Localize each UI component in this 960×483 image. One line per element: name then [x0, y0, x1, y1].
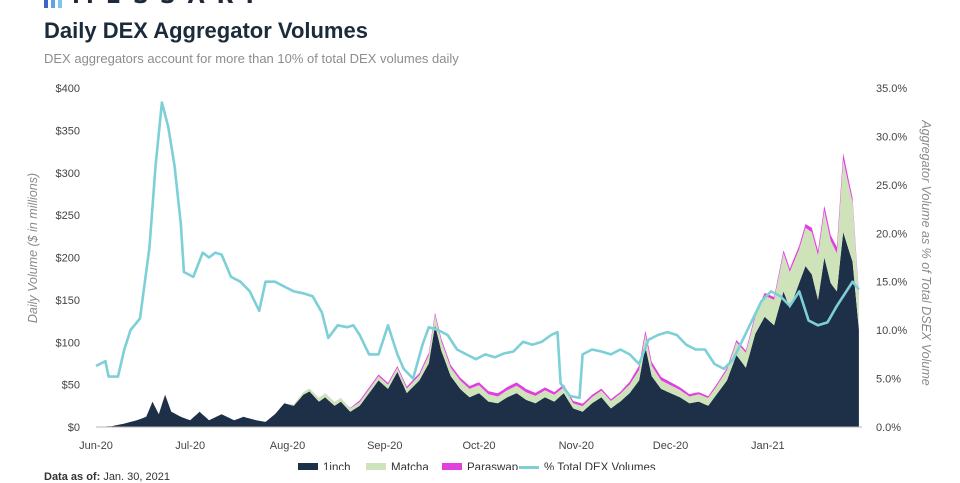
- legend-label: 1inch: [323, 462, 351, 470]
- line-pct-total-dex: [95, 101, 860, 400]
- y-tick-label: $100: [56, 337, 80, 349]
- y-tick-label: $200: [56, 253, 80, 265]
- x-tick-label: Jan-21: [751, 440, 785, 452]
- chart: Jun-20 Jul-20 Aug-20 Sep-20 Oct-20 Nov-20 Dec-…: [26, 83, 933, 470]
- y-tick-label: $150: [56, 295, 80, 307]
- legend: 1inch Matcha Paraswap % Total DEX Volumes: [298, 462, 656, 470]
- legend-swatch: [442, 463, 462, 470]
- y-tick-label: $0: [68, 422, 80, 434]
- legend-item-1: 1inch: [298, 462, 351, 470]
- y2-tick-label: 10.0%: [876, 325, 907, 337]
- x-tick-label: Jul-20: [175, 440, 205, 452]
- legend-swatch: [298, 463, 318, 470]
- messari-wordmark: MESSARI: [72, 0, 266, 9]
- y2-tick-label: 20.0%: [876, 228, 907, 240]
- legend-label: Matcha: [391, 462, 429, 470]
- y-tick-label: $300: [56, 168, 80, 180]
- x-tick-label: Oct-20: [462, 440, 495, 452]
- legend-item-3: Paraswap: [442, 462, 518, 470]
- y2-tick-label: 15.0%: [876, 277, 907, 289]
- footnote-date: Jan. 30, 2021: [103, 471, 170, 483]
- messari-logo-mark: [44, 0, 62, 8]
- chart-title: Daily DEX Aggregator Volumes: [44, 18, 368, 43]
- legend-swatch: [366, 463, 386, 470]
- footnote-label: Data as of:: [44, 471, 101, 483]
- x-tick-label: Sep-20: [367, 440, 402, 452]
- y2-tick-label: 25.0%: [876, 180, 907, 192]
- y-tick-label: $400: [56, 83, 80, 95]
- y-axis-label: Daily Volume ($ in millions): [26, 173, 40, 323]
- y2-tick-label: 30.0%: [876, 131, 907, 143]
- x-tick-label: Nov-20: [559, 440, 594, 452]
- footnote: Data as of: Jan. 30, 2021: [44, 471, 170, 483]
- y2-tick-label: 35.0%: [876, 83, 907, 95]
- chart-subtitle: DEX aggregators account for more than 10…: [44, 51, 459, 66]
- x-tick-label: Dec-20: [653, 440, 688, 452]
- x-tick-label: Aug-20: [270, 440, 305, 452]
- messari-logo: MESSARI: [44, 0, 266, 9]
- y2-tick-label: 0.0%: [876, 422, 901, 434]
- area-1inch: [96, 232, 859, 427]
- series-layer: [95, 101, 860, 428]
- x-axis: Jun-20 Jul-20 Aug-20 Sep-20 Oct-20 Nov-20 Dec-…: [79, 426, 862, 452]
- x-tick-label: Jun-20: [79, 440, 113, 452]
- legend-item-4: % Total DEX Volumes: [519, 462, 656, 470]
- y-tick-label: $250: [56, 210, 80, 222]
- y-axis-right: 0.0% 5.0% 10.0% 15.0% 20.0% 25.0% 30.0% 35.0%: [876, 83, 907, 434]
- legend-item-2: Matcha: [366, 462, 429, 470]
- legend-label: % Total DEX Volumes: [544, 462, 656, 470]
- y-tick-label: $50: [62, 380, 80, 392]
- legend-label: Paraswap: [467, 462, 518, 470]
- y-axis-left: $0 $50 $100 $150 $200 $250 $300 $350 $400: [56, 83, 80, 434]
- y2-tick-label: 5.0%: [876, 374, 901, 386]
- y-tick-label: $350: [56, 125, 80, 137]
- y2-axis-label: Aggregator Volume as % of Total DSEX Vol…: [919, 119, 933, 385]
